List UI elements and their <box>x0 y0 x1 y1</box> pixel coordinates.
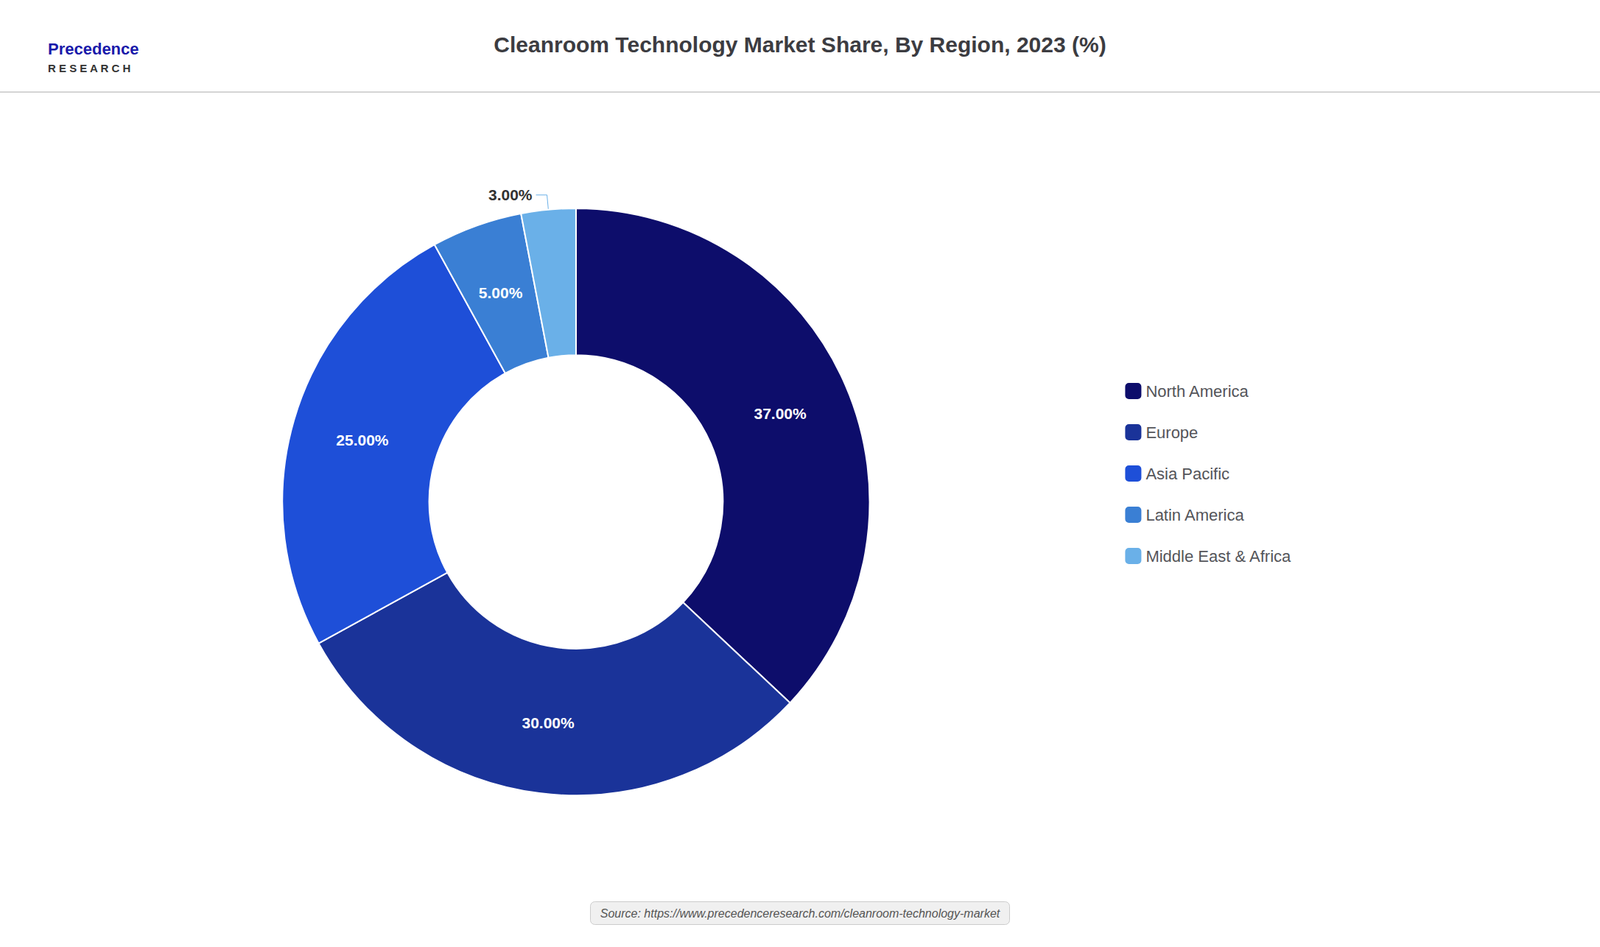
svg-text:Precedence: Precedence <box>47 39 140 59</box>
svg-text:R E S E A R C H: R E S E A R C H <box>47 61 131 75</box>
svg-text:5.00%: 5.00% <box>478 284 524 302</box>
svg-text:Middle East & Africa: Middle East & Africa <box>1145 547 1292 566</box>
svg-text:30.00%: 30.00% <box>521 714 575 732</box>
svg-text:37.00%: 37.00% <box>753 405 807 423</box>
svg-text:Source: https://www.precedence: Source: https://www.precedenceresearch.c… <box>600 907 1001 921</box>
svg-text:North America: North America <box>1145 382 1249 401</box>
svg-text:3.00%: 3.00% <box>488 186 533 204</box>
svg-text:Asia Pacific: Asia Pacific <box>1145 464 1230 484</box>
svg-text:Latin America: Latin America <box>1145 506 1245 525</box>
svg-text:Cleanroom Technology Market Sh: Cleanroom Technology Market Share, By Re… <box>493 32 1106 57</box>
svg-text:Europe: Europe <box>1145 423 1198 442</box>
svg-text:25.00%: 25.00% <box>335 431 389 449</box>
